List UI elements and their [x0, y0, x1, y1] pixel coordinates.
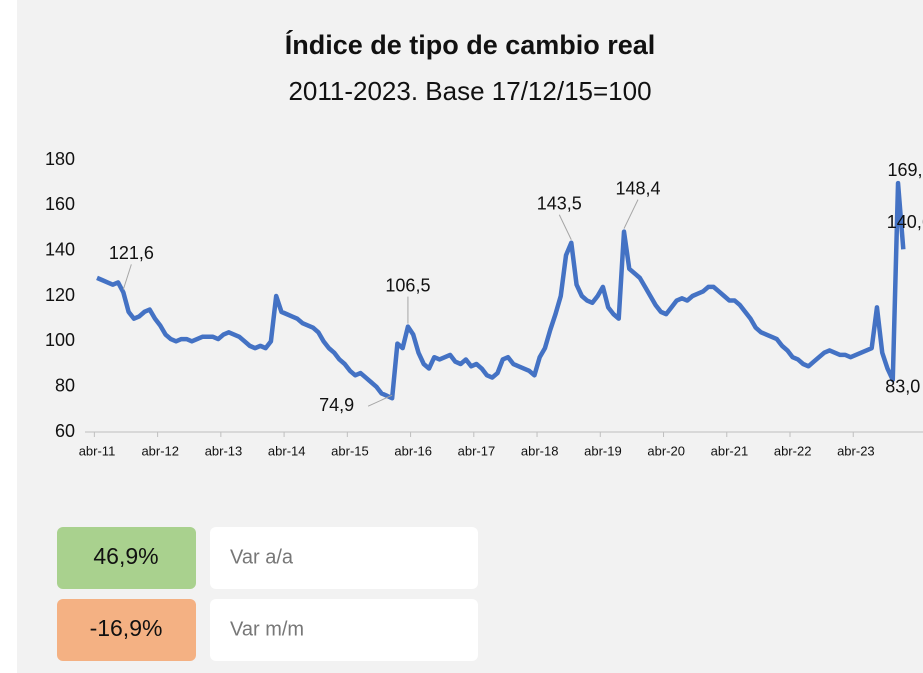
data-label: 74,9 — [319, 395, 354, 415]
leader-line — [122, 264, 132, 290]
summary-label-box — [210, 527, 478, 589]
y-tick-label: 100 — [45, 330, 75, 350]
x-tick-label: abr-19 — [584, 443, 622, 458]
y-tick-label: 60 — [55, 421, 75, 441]
x-tick-label: abr-17 — [458, 443, 496, 458]
leader-line — [367, 394, 393, 407]
y-tick-label: 160 — [45, 194, 75, 214]
y-tick-label: 180 — [45, 149, 75, 169]
line — [96, 180, 906, 401]
x-tick-label: abr-20 — [647, 443, 685, 458]
x-tick-label: abr-13 — [205, 443, 243, 458]
x-tick-label: abr-14 — [268, 443, 306, 458]
leader-line — [558, 214, 572, 240]
chart-title: Índice de tipo de cambio real — [285, 29, 656, 60]
x-tick-label: abr-16 — [394, 443, 432, 458]
y-tick-label: 80 — [55, 375, 75, 395]
summary-value-box — [57, 527, 196, 589]
data-label: 83,0 — [885, 377, 920, 397]
summary-label: Var m/m — [230, 618, 304, 640]
data-label: 121,6 — [109, 243, 154, 263]
summary-value: 46,9% — [93, 543, 158, 569]
data-label: 140,6 — [887, 212, 923, 232]
summary-value: -16,9% — [90, 615, 163, 641]
x-tick-label: abr-21 — [711, 443, 749, 458]
x-tick-label: abr-22 — [774, 443, 812, 458]
y-tick-label: 120 — [45, 285, 75, 305]
x-tick-label: abr-12 — [141, 443, 179, 458]
leader-line — [623, 199, 639, 229]
x-tick-label: abr-15 — [331, 443, 369, 458]
data-label: 169,8 — [888, 160, 923, 180]
y-tick-label: 140 — [45, 239, 75, 259]
data-label: 148,4 — [615, 178, 660, 198]
x-tick-label: abr-11 — [79, 443, 116, 458]
summary-label-box — [210, 599, 478, 661]
summary-label: Var a/a — [230, 546, 294, 568]
data-label: 106,5 — [385, 275, 430, 295]
chart-subtitle: 2011-2023. Base 17/12/15=100 — [288, 76, 651, 106]
x-tick-label: abr-18 — [521, 443, 559, 458]
summary-value-box — [57, 599, 196, 661]
x-tick-label: abr-23 — [837, 443, 875, 458]
data-label: 143,5 — [537, 193, 582, 213]
